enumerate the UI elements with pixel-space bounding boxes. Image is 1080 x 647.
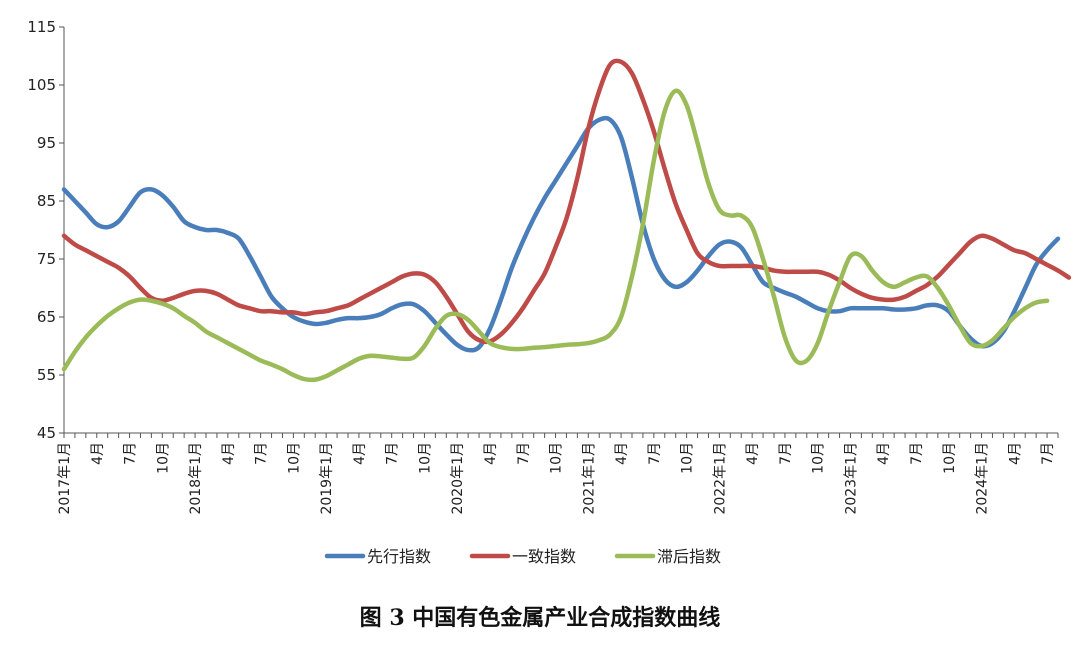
x-tick-label: 4月 bbox=[221, 442, 237, 465]
series-line-1 bbox=[61, 58, 1072, 345]
x-tick-label: 7月 bbox=[516, 442, 532, 465]
x-tick-label: 2024年1月 bbox=[975, 442, 991, 515]
x-axis-ticks: 2017年1月 4月 7月 10月 2018年1月 4月 7月 10月 2019年1月 4月 7月 1… bbox=[57, 433, 1059, 515]
x-tick-label: 7月 bbox=[1040, 442, 1056, 465]
x-tick-label: 10月 bbox=[155, 442, 171, 474]
y-tick-label: 45 bbox=[37, 424, 56, 442]
legend-label-1: 一致指数 bbox=[512, 547, 576, 566]
y-tick-label: 95 bbox=[37, 134, 56, 152]
y-tick-label: 115 bbox=[27, 18, 56, 36]
legend-label-2: 滞后指数 bbox=[657, 547, 721, 566]
y-tick-label: 65 bbox=[37, 308, 56, 326]
x-tick-label: 2017年1月 bbox=[57, 442, 73, 515]
x-tick-label: 2022年1月 bbox=[712, 442, 728, 515]
x-tick-label: 4月 bbox=[90, 442, 106, 465]
chart-title: 图 3 中国有色金属产业合成指数曲线 bbox=[360, 605, 721, 631]
y-tick-label: 55 bbox=[37, 366, 56, 384]
x-tick-label: 4月 bbox=[745, 442, 761, 465]
x-tick-label: 10月 bbox=[286, 442, 302, 474]
x-tick-label: 10月 bbox=[811, 442, 827, 474]
x-tick-label: 4月 bbox=[1007, 442, 1023, 465]
x-tick-label: 7月 bbox=[254, 442, 270, 465]
x-tick-label: 7月 bbox=[778, 442, 794, 465]
y-tick-label: 105 bbox=[27, 76, 56, 94]
legend: 先行指数 一致指数 滞后指数 bbox=[324, 547, 721, 566]
y-axis-ticks: 45 55 65 75 85 95 105 115 bbox=[27, 18, 64, 442]
series-line-2 bbox=[61, 88, 1050, 383]
x-tick-label: 4月 bbox=[352, 442, 368, 465]
x-tick-label: 4月 bbox=[614, 442, 630, 465]
y-tick-label: 75 bbox=[37, 250, 56, 268]
series-lines bbox=[61, 58, 1072, 383]
x-tick-label: 7月 bbox=[123, 442, 139, 465]
x-tick-label: 2019年1月 bbox=[319, 442, 335, 515]
x-tick-label: 4月 bbox=[876, 442, 892, 465]
x-tick-label: 2021年1月 bbox=[581, 442, 597, 515]
series-line-0 bbox=[61, 115, 1061, 353]
x-tick-label: 2018年1月 bbox=[188, 442, 204, 515]
x-tick-label: 7月 bbox=[909, 442, 925, 465]
x-tick-label: 10月 bbox=[680, 442, 696, 474]
x-tick-label: 7月 bbox=[647, 442, 663, 465]
x-tick-label: 4月 bbox=[483, 442, 499, 465]
x-tick-label: 10月 bbox=[942, 442, 958, 474]
x-tick-label: 2023年1月 bbox=[843, 442, 859, 515]
x-tick-label: 7月 bbox=[385, 442, 401, 465]
x-tick-label: 10月 bbox=[549, 442, 565, 474]
legend-label-0: 先行指数 bbox=[367, 547, 431, 566]
x-tick-label: 2020年1月 bbox=[450, 442, 466, 515]
x-tick-label: 10月 bbox=[417, 442, 433, 474]
y-tick-label: 85 bbox=[37, 192, 56, 210]
